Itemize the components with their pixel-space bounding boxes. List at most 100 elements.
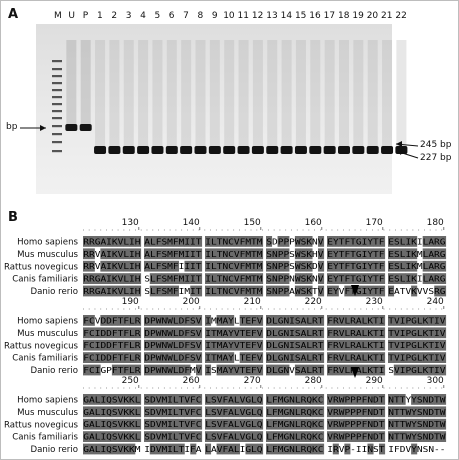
- identity-shade: [367, 431, 374, 442]
- identity-shade: [94, 406, 101, 418]
- band-227: [165, 146, 178, 154]
- identity-shade: [117, 431, 124, 442]
- band-227: [223, 146, 236, 154]
- sequence-segment: VRWPPPFNDT: [327, 407, 384, 417]
- identity-shade: [411, 327, 418, 339]
- identity-shade: [277, 327, 284, 339]
- ruler-number: 260: [183, 376, 200, 386]
- ruler-number: 230: [366, 297, 383, 307]
- identity-shade: [422, 431, 429, 442]
- identity-shade: [355, 327, 362, 339]
- identity-shade: [155, 236, 162, 247]
- sequence-segment: SDVMILTVFC: [144, 432, 201, 442]
- identity-shade: [277, 260, 284, 272]
- identity-shade: [117, 364, 124, 376]
- sequence-segment: ILTNCVFMTM: [205, 286, 262, 296]
- species-name: Danio rerio: [30, 287, 78, 297]
- lane-smear: [209, 40, 220, 146]
- sequence-segment: FRVLRALKTI: [327, 328, 384, 338]
- identity-shade: [172, 431, 179, 442]
- identity-shade: [318, 339, 325, 351]
- sequence-segment: VRWPPPFNDT: [327, 419, 384, 429]
- identity-shade: [277, 315, 284, 326]
- identity-shade: [271, 260, 278, 272]
- identity-shade: [367, 327, 374, 339]
- identity-shade: [100, 394, 107, 405]
- band-227: [280, 146, 293, 154]
- identity-shade: [434, 273, 441, 284]
- identity-shade: [190, 431, 197, 442]
- identity-shade: [184, 394, 191, 405]
- identity-shade: [355, 260, 362, 272]
- identity-shade: [129, 285, 136, 297]
- identity-shade: [350, 352, 357, 363]
- identity-shade: [117, 339, 124, 351]
- identity-shade: [294, 236, 301, 247]
- identity-shade: [94, 418, 101, 430]
- identity-shade: [367, 443, 374, 455]
- sequence-segment: TVIPGLKTIV: [388, 353, 445, 363]
- identity-shade: [332, 248, 339, 260]
- identity-shade: [373, 364, 380, 376]
- identity-shade: [88, 327, 95, 339]
- identity-shade: [117, 418, 124, 430]
- identity-shade: [388, 352, 395, 363]
- identity-shade: [379, 364, 386, 376]
- identity-shade: [440, 406, 447, 418]
- identity-shade: [149, 285, 156, 297]
- species-name: Rattus novegicus: [4, 262, 79, 272]
- identity-shade: [83, 260, 90, 272]
- identity-shade: [283, 315, 290, 326]
- identity-shade: [416, 364, 423, 376]
- identity-shade: [190, 260, 197, 272]
- identity-shade: [312, 339, 319, 351]
- identity-shade: [306, 418, 313, 430]
- identity-shade: [155, 443, 162, 455]
- identity-shade: [144, 431, 151, 442]
- identity-shade: [266, 352, 273, 363]
- identity-shade: [245, 406, 252, 418]
- identity-shade: [361, 418, 368, 430]
- identity-shade: [361, 236, 368, 247]
- identity-shade: [416, 352, 423, 363]
- identity-shade: [251, 418, 258, 430]
- identity-shade: [300, 260, 307, 272]
- identity-shade: [266, 431, 273, 442]
- identity-shade: [233, 285, 240, 297]
- lane-label: 4: [140, 11, 146, 21]
- lane-label: 17: [323, 11, 336, 21]
- identity-shade: [216, 364, 223, 376]
- identity-shade: [129, 418, 136, 430]
- identity-shade: [239, 431, 246, 442]
- identity-shade: [251, 236, 258, 247]
- identity-shade: [434, 339, 441, 351]
- identity-shade: [271, 273, 278, 284]
- identity-shade: [327, 285, 334, 297]
- gel-image: [20, 24, 419, 194]
- identity-shade: [222, 394, 229, 405]
- identity-shade: [318, 285, 325, 297]
- sequence-segment: EATVKVVSRG: [388, 286, 445, 296]
- identity-shade: [167, 364, 174, 376]
- identity-shade: [379, 339, 386, 351]
- identity-shade: [251, 339, 258, 351]
- identity-shade: [88, 315, 95, 326]
- identity-shade: [355, 236, 362, 247]
- identity-shade: [411, 364, 418, 376]
- identity-shade: [388, 285, 395, 297]
- identity-shade: [355, 431, 362, 442]
- sequence-segment: FCIDDFTFLR: [83, 328, 140, 338]
- identity-shade: [379, 418, 386, 430]
- ruler-number: 240: [427, 297, 444, 307]
- identity-shade: [161, 418, 168, 430]
- identity-shade: [129, 339, 136, 351]
- sequence-segment: SLFSMFMIIT: [144, 274, 201, 284]
- identity-shade: [399, 352, 406, 363]
- identity-shade: [379, 443, 386, 455]
- ladder-band: [52, 125, 62, 128]
- identity-shade: [271, 406, 278, 418]
- identity-shade: [257, 394, 264, 405]
- identity-shade: [144, 315, 151, 326]
- identity-shade: [190, 406, 197, 418]
- sequence-segment: LSVFALVGLQ: [205, 432, 262, 442]
